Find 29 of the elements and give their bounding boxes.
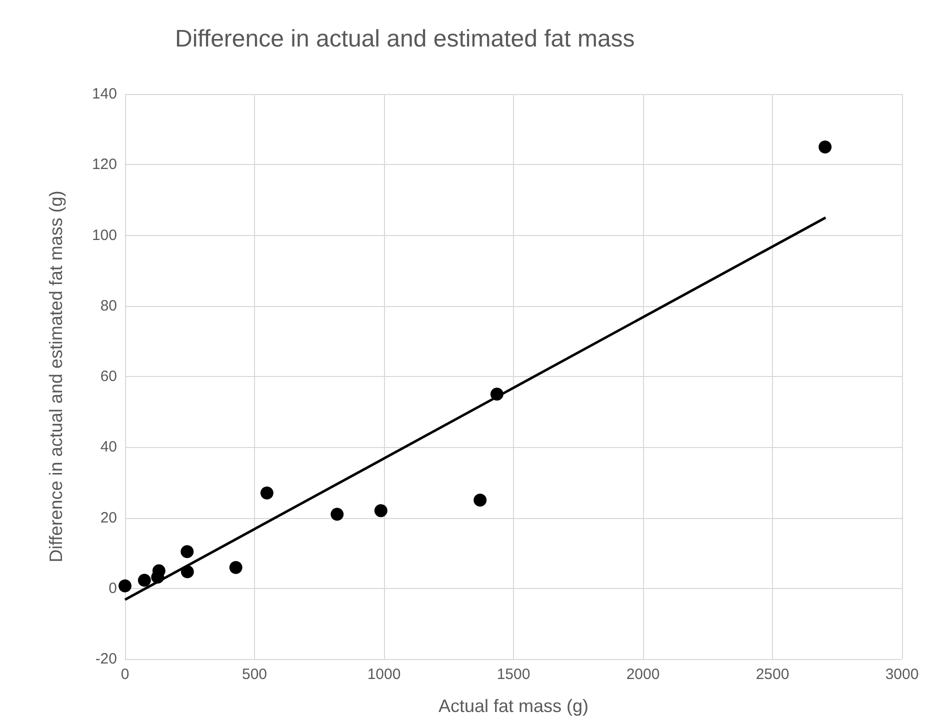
- point: [374, 504, 388, 518]
- y-tick-label: -20: [95, 650, 117, 668]
- point: [818, 140, 832, 154]
- x-axis-title: Actual fat mass (g): [438, 696, 589, 716]
- point: [474, 494, 487, 507]
- point: [229, 561, 242, 574]
- x-tick-label: 1500: [496, 666, 530, 683]
- point: [260, 486, 274, 500]
- point: [330, 508, 344, 521]
- y-axis-title: Difference in actual and estimated fat mass (g): [46, 190, 66, 562]
- y-tick-label: 140: [92, 86, 117, 102]
- y-tick-label: 120: [92, 156, 117, 174]
- y-tick-label: 20: [100, 509, 117, 526]
- chart-title: Difference in actual and estimated fat mass: [175, 26, 635, 52]
- point: [138, 574, 151, 587]
- x-tick-label: 500: [242, 666, 268, 683]
- y-tick-label: 0: [108, 580, 117, 597]
- point: [152, 564, 166, 578]
- point: [180, 545, 194, 558]
- x-tick-label: 0: [120, 666, 130, 683]
- y-tick-label: 60: [100, 368, 117, 385]
- x-tick-label: 1000: [367, 666, 401, 683]
- y-tick-label: 40: [100, 438, 117, 456]
- y-tick-label: 80: [100, 297, 117, 314]
- point: [118, 579, 132, 592]
- y-tick-label: 100: [92, 226, 117, 244]
- x-tick-label: 3000: [885, 666, 919, 683]
- x-tick-label: 2500: [756, 666, 790, 683]
- x-tick-label: 2000: [626, 666, 660, 683]
